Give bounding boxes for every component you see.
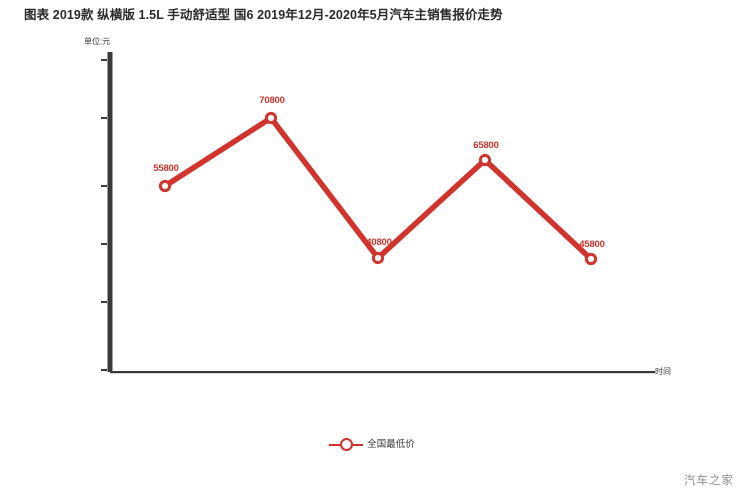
y-axis-tick bbox=[101, 369, 107, 371]
series-point-marker[interactable] bbox=[264, 111, 278, 125]
chart-legend: 全国最低价 bbox=[0, 438, 744, 451]
data-point-label: 65800 bbox=[473, 140, 499, 151]
legend-item-label: 全国最低价 bbox=[367, 438, 415, 450]
y-axis-tick bbox=[101, 301, 107, 303]
series-point-marker[interactable] bbox=[158, 179, 172, 193]
legend-line-marker-icon bbox=[329, 438, 364, 451]
y-axis-tick bbox=[101, 117, 107, 119]
x-axis-label: 时间 bbox=[655, 367, 671, 376]
x-axis-line bbox=[110, 371, 655, 374]
y-axis-tick bbox=[101, 243, 107, 245]
y-axis-tick bbox=[101, 185, 107, 187]
data-point-label: 45800 bbox=[579, 239, 605, 250]
legend-item-lowest-price[interactable]: 全国最低价 bbox=[329, 438, 415, 451]
series-point-marker[interactable] bbox=[478, 153, 492, 167]
y-axis-unit-label: 单位:元 bbox=[84, 37, 111, 46]
series-point-marker[interactable] bbox=[584, 252, 598, 266]
chart-canvas bbox=[101, 52, 655, 374]
y-axis-tick bbox=[101, 59, 107, 61]
data-point-label: 40800 bbox=[366, 237, 392, 248]
data-point-label: 55800 bbox=[153, 163, 179, 174]
data-point-label: 70800 bbox=[259, 95, 285, 106]
site-watermark: 汽车之家 bbox=[684, 475, 734, 487]
series-point-marker[interactable] bbox=[371, 251, 385, 265]
y-axis-line bbox=[107, 52, 113, 372]
plot-area: 55800 70800 40800 65800 45800 bbox=[101, 52, 655, 374]
chart-title: 图表 2019款 纵横版 1.5L 手动舒适型 国6 2019年12月-2020… bbox=[24, 8, 503, 22]
